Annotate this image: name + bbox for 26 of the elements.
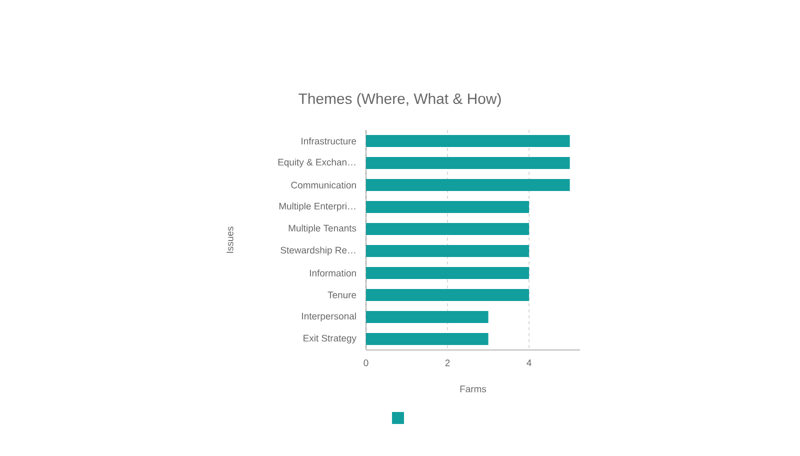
- x-tick-label: 4: [526, 360, 532, 366]
- y-tick-label: Multiple Enterpri…: [279, 202, 356, 212]
- x-tick-label: 2: [445, 360, 450, 366]
- bar: [366, 266, 530, 279]
- chart-title: Themes (Where, What & How): [298, 93, 501, 107]
- bar: [366, 244, 530, 257]
- bar: [366, 178, 570, 191]
- y-tick-label: Exit Strategy: [304, 334, 356, 344]
- y-tick-label: Equity & Exchan…: [278, 158, 356, 168]
- y-tick-label: Stewardship Re…: [280, 246, 356, 256]
- y-axis-title: Issues: [226, 226, 234, 253]
- y-tick-label: Multiple Tenants: [288, 224, 356, 234]
- bar: [366, 156, 570, 169]
- x-tick-label: 0: [364, 360, 368, 366]
- bar: [366, 288, 530, 301]
- y-tick-label: Infrastructure: [302, 138, 356, 144]
- bar: [366, 200, 530, 213]
- y-tick-label: Tenure: [328, 292, 356, 298]
- bar: [366, 134, 570, 147]
- bar: [366, 332, 488, 345]
- bar: [366, 222, 530, 235]
- bar: [366, 310, 488, 323]
- x-axis-title: Farms: [460, 386, 486, 392]
- y-tick-label: Interpersonal: [302, 312, 356, 322]
- y-tick-label: Communication: [291, 182, 356, 188]
- y-tick-label: Information: [310, 270, 356, 276]
